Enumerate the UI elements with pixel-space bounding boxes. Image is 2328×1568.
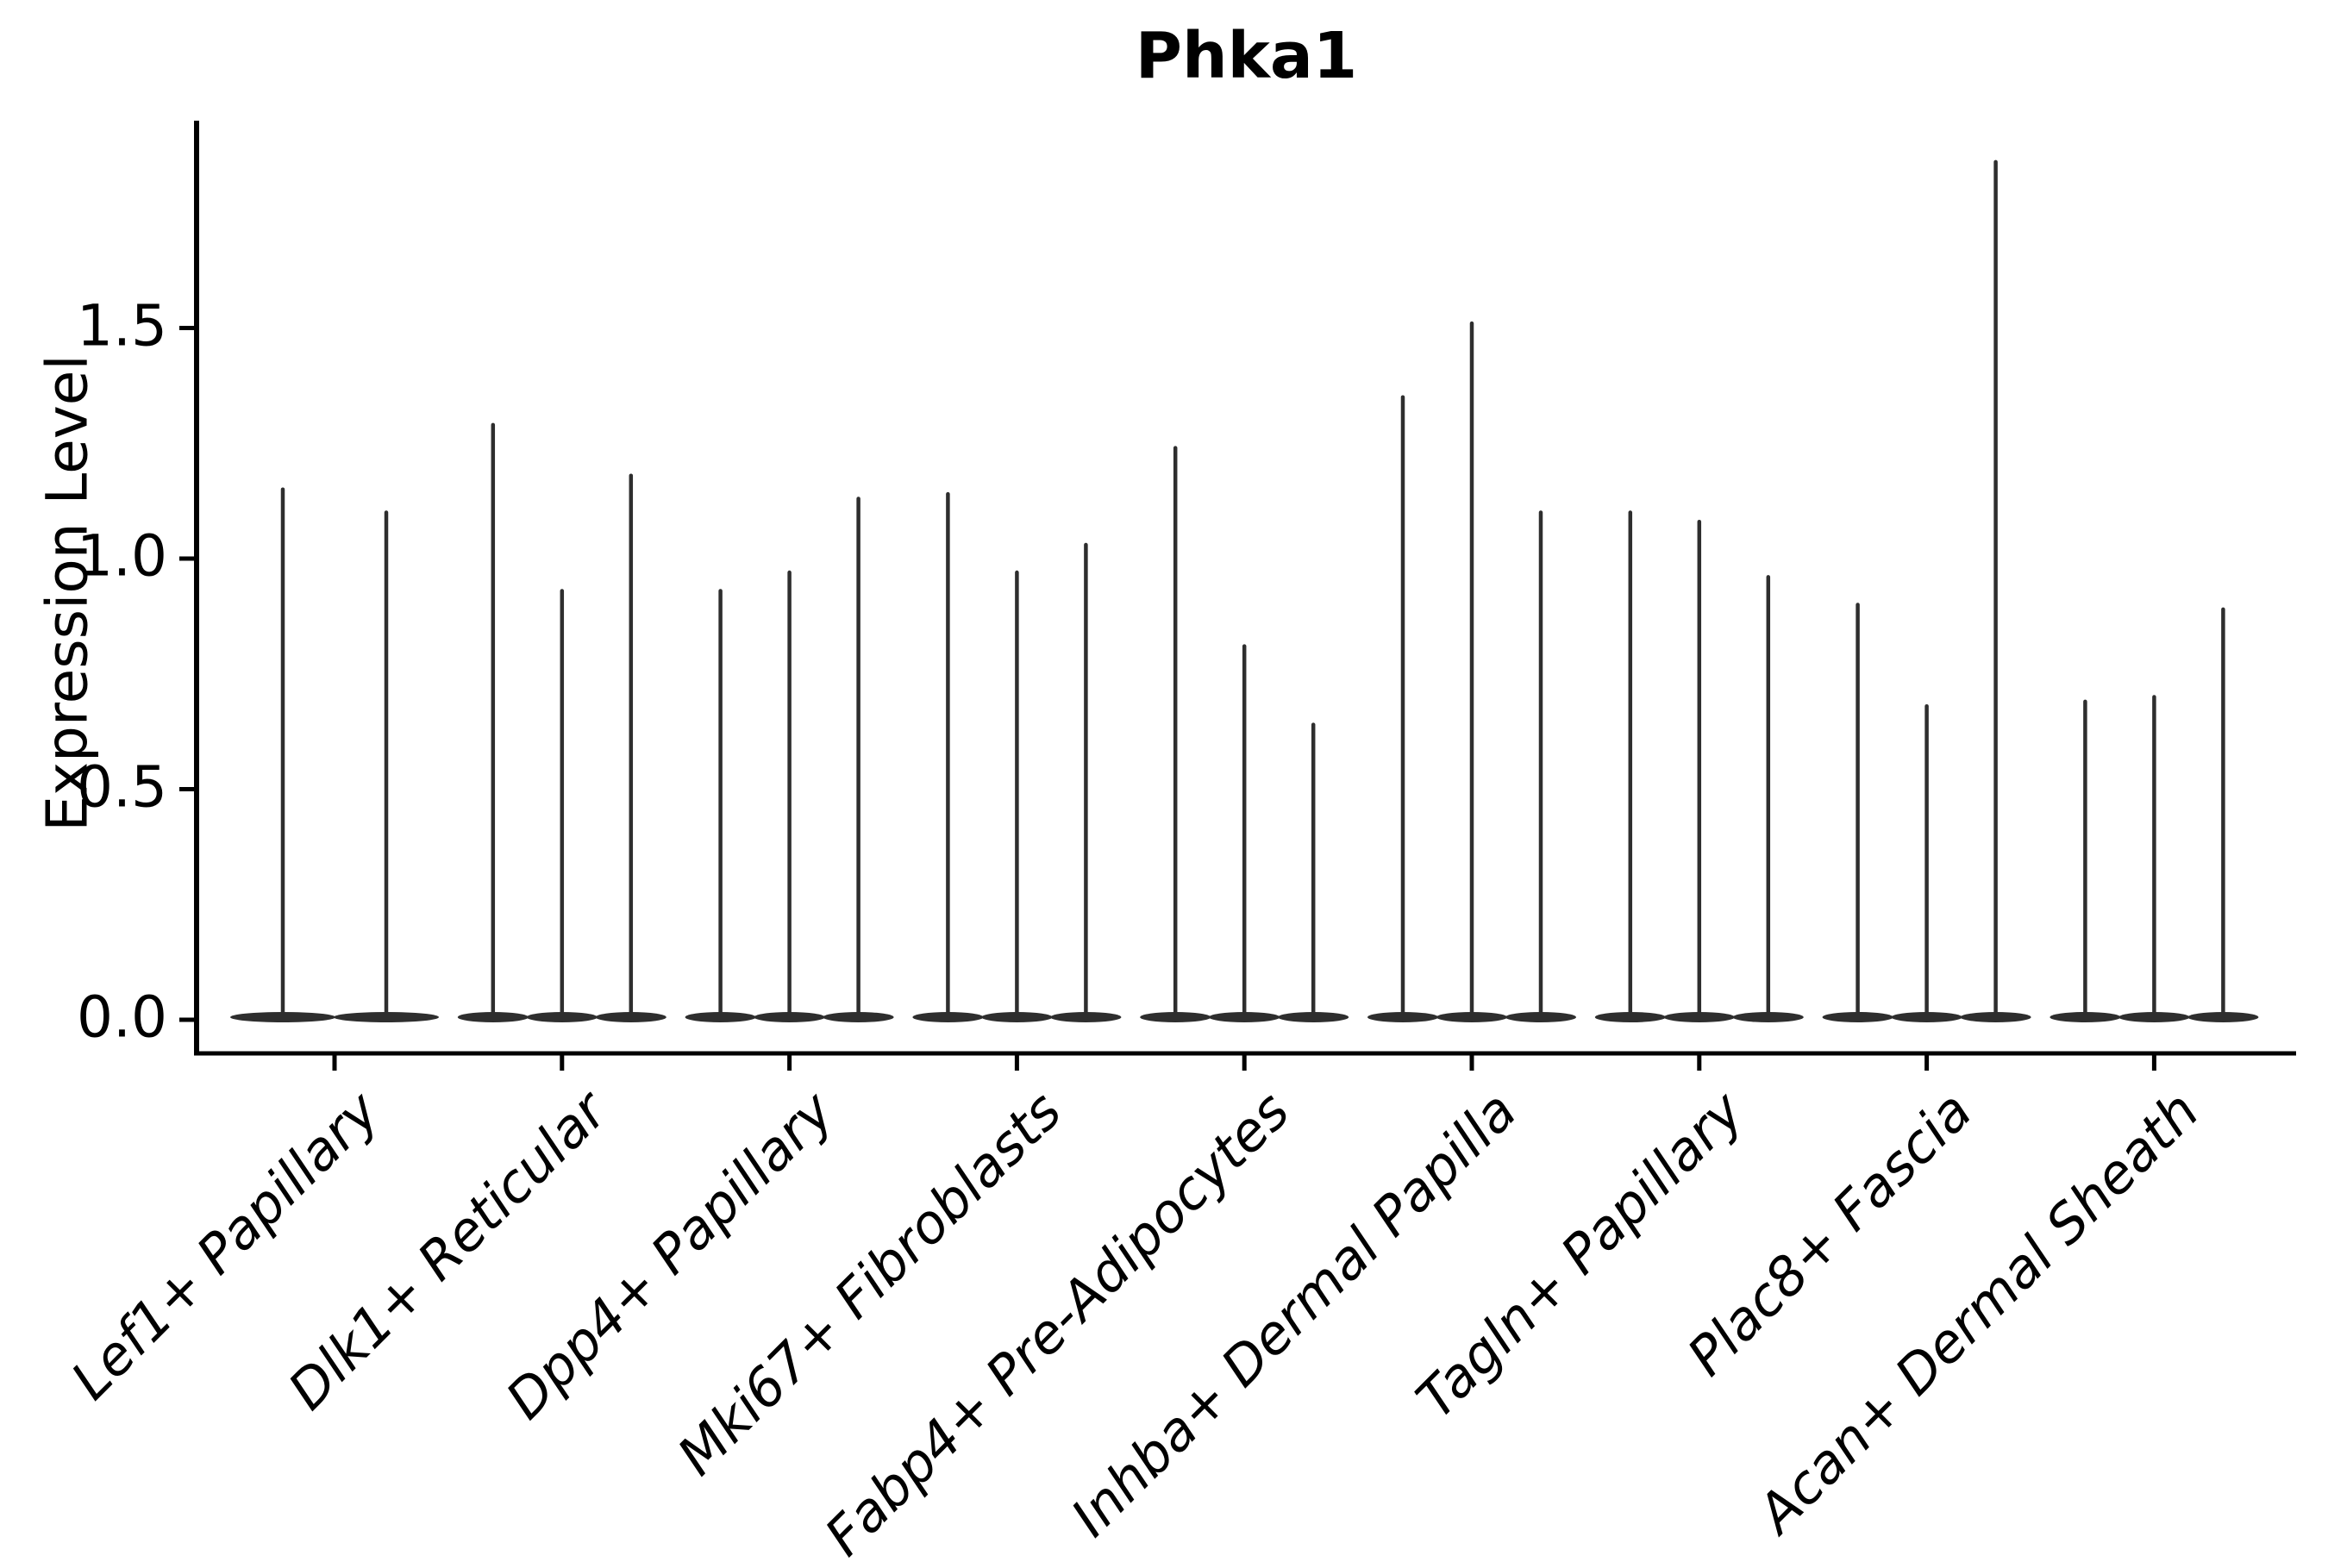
- y-tick-label: 1.0: [77, 522, 167, 590]
- y-tick-label: 0.0: [77, 984, 167, 1051]
- y-tick-label: 1.5: [77, 291, 167, 359]
- y-tick-label: 0.5: [77, 753, 167, 820]
- chart-title: Phka1: [1135, 19, 1358, 93]
